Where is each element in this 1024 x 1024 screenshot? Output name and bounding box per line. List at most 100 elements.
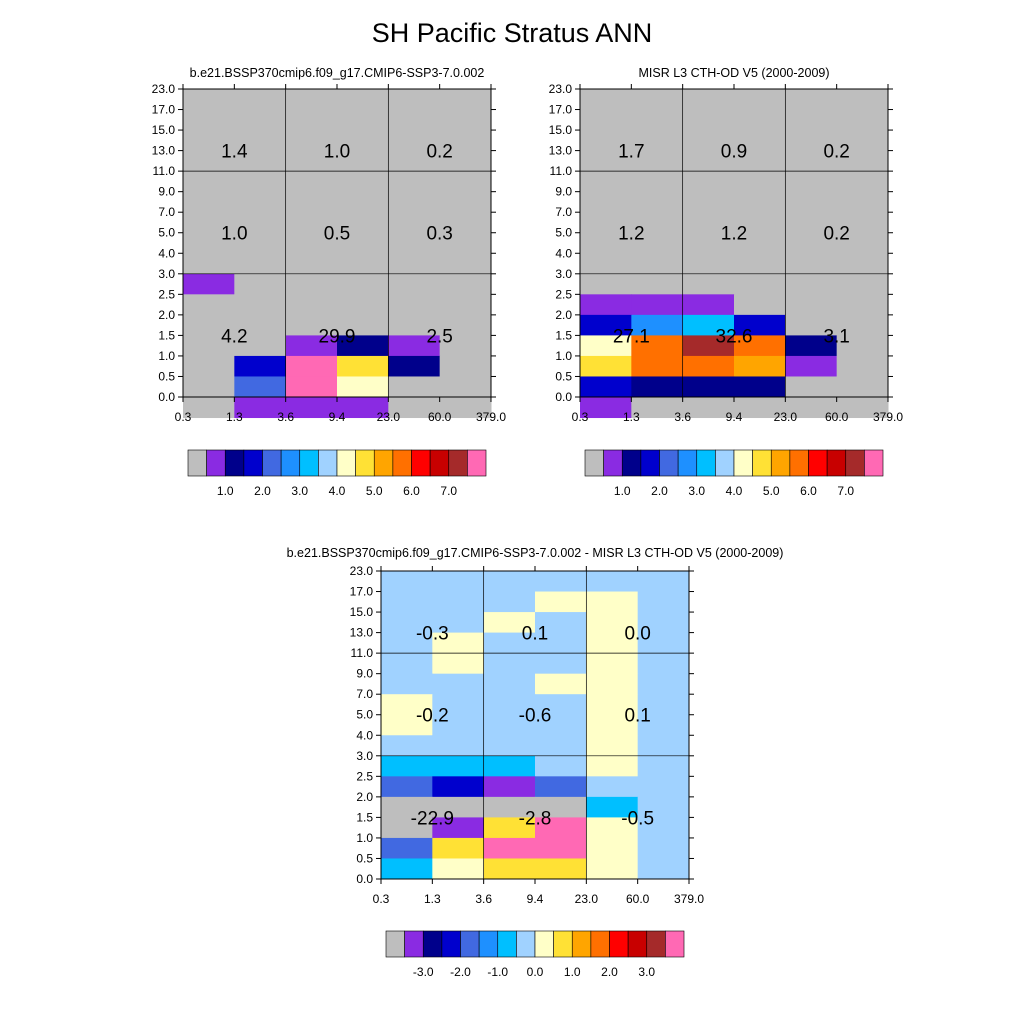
heatmap-cell xyxy=(388,130,441,152)
x-tick-label: 3.6 xyxy=(674,410,691,424)
region-total-label: 0.2 xyxy=(426,142,452,163)
colorbar-label: 2.0 xyxy=(601,965,618,979)
heatmap-cell xyxy=(586,837,639,859)
colorbar-label: 2.0 xyxy=(254,484,271,498)
heatmap-cell xyxy=(432,632,485,654)
heatmap-cell xyxy=(381,714,433,736)
heatmap-cell xyxy=(586,612,639,634)
heatmap-cell xyxy=(388,355,441,377)
heatmap-cell xyxy=(535,632,587,654)
heatmap-cell xyxy=(337,273,389,295)
heatmap-cell xyxy=(631,232,684,254)
region-total-label: 0.1 xyxy=(624,706,650,727)
heatmap-cell xyxy=(836,376,889,398)
heatmap-cell xyxy=(337,212,389,234)
heatmap-cell xyxy=(285,253,338,275)
heatmap-cell xyxy=(785,191,838,213)
heatmap-cell xyxy=(836,171,889,193)
y-tick-label: 2.0 xyxy=(555,308,572,322)
heatmap-cell xyxy=(234,294,287,316)
heatmap-cell xyxy=(483,632,536,654)
heatmap-cell xyxy=(637,591,690,613)
heatmap-cell xyxy=(483,776,536,798)
heatmap-cell xyxy=(337,109,389,131)
heatmap-cell xyxy=(439,314,492,336)
x-tick-label: 0.3 xyxy=(175,410,192,424)
y-tick-label: 17.0 xyxy=(549,103,573,117)
heatmap-cell xyxy=(483,571,536,593)
heatmap-cell xyxy=(637,796,690,818)
heatmap-cell xyxy=(631,171,684,193)
x-tick-label: 23.0 xyxy=(774,410,798,424)
heatmap-cell xyxy=(381,858,433,880)
heatmap-cell xyxy=(285,191,338,213)
heatmap-cell xyxy=(439,150,492,172)
y-tick-label: 4.0 xyxy=(158,246,175,260)
heatmap-cell xyxy=(734,335,786,357)
heatmap-cell xyxy=(439,109,492,131)
heatmap-cell xyxy=(234,212,287,234)
x-tick-label: 379.0 xyxy=(476,410,506,424)
heatmap-cell xyxy=(734,294,786,316)
panel-title: b.e21.BSSP370cmip6.f09_g17.CMIP6-SSP3-7.… xyxy=(287,546,784,560)
y-tick-label: 0.0 xyxy=(555,390,572,404)
x-tick-label: 0.3 xyxy=(572,410,589,424)
heatmap-cell xyxy=(483,837,536,859)
heatmap-cell xyxy=(580,294,632,316)
heatmap-cell xyxy=(234,89,287,111)
heatmap-cell xyxy=(285,335,338,357)
y-tick-label: 23.0 xyxy=(350,564,374,578)
heatmap-cell xyxy=(234,376,287,398)
heatmap-cell xyxy=(432,858,485,880)
colorbar-swatch xyxy=(404,930,424,958)
region-total-label: 1.7 xyxy=(618,142,644,163)
heatmap-cell xyxy=(836,191,889,213)
heatmap-cell xyxy=(836,109,889,131)
colorbar-swatch xyxy=(534,930,554,958)
heatmap-cell xyxy=(432,755,485,777)
heatmap-cell xyxy=(285,376,338,398)
colorbar-swatch xyxy=(385,930,405,958)
heatmap-cell xyxy=(234,191,287,213)
heatmap-cell xyxy=(580,130,632,152)
x-tick-label: 9.4 xyxy=(329,410,346,424)
colorbar-label: 2.0 xyxy=(651,484,668,498)
heatmap-cell xyxy=(682,109,735,131)
heatmap-cell xyxy=(580,397,632,419)
x-tick-label: 379.0 xyxy=(674,892,704,906)
heatmap-cell xyxy=(183,314,235,336)
colorbar-swatch xyxy=(497,930,517,958)
heatmap-cell xyxy=(483,653,536,675)
heatmap-cell xyxy=(337,376,389,398)
heatmap-cell xyxy=(682,273,735,295)
heatmap-cell xyxy=(734,89,786,111)
heatmap-cell xyxy=(285,355,338,377)
heatmap-cell xyxy=(785,273,838,295)
heatmap-cell xyxy=(439,376,492,398)
region-total-label: 1.0 xyxy=(221,224,247,245)
region-total-label: 0.9 xyxy=(721,142,747,163)
heatmap-cell xyxy=(337,232,389,254)
heatmap-cell xyxy=(439,355,492,377)
heatmap-cell xyxy=(637,817,690,839)
heatmap-cell xyxy=(682,171,735,193)
heatmap-cell xyxy=(734,376,786,398)
heatmap-cell xyxy=(381,735,433,757)
heatmap-cell xyxy=(381,673,433,695)
heatmap-cell xyxy=(381,612,433,634)
heatmap-cell xyxy=(535,837,587,859)
heatmap-cell xyxy=(586,591,639,613)
heatmap-cell xyxy=(439,232,492,254)
heatmap-cell xyxy=(381,837,433,859)
y-tick-label: 1.5 xyxy=(158,328,175,342)
heatmap-cell xyxy=(439,397,492,419)
colorbar-label: 6.0 xyxy=(403,484,420,498)
heatmap-cell xyxy=(381,755,433,777)
colorbar-label: 3.0 xyxy=(291,484,308,498)
colorbar-label: 4.0 xyxy=(329,484,346,498)
region-total-label: 0.1 xyxy=(522,624,548,645)
colorbar-label: 5.0 xyxy=(366,484,383,498)
heatmap-cell xyxy=(586,653,639,675)
heatmap-cell xyxy=(580,232,632,254)
